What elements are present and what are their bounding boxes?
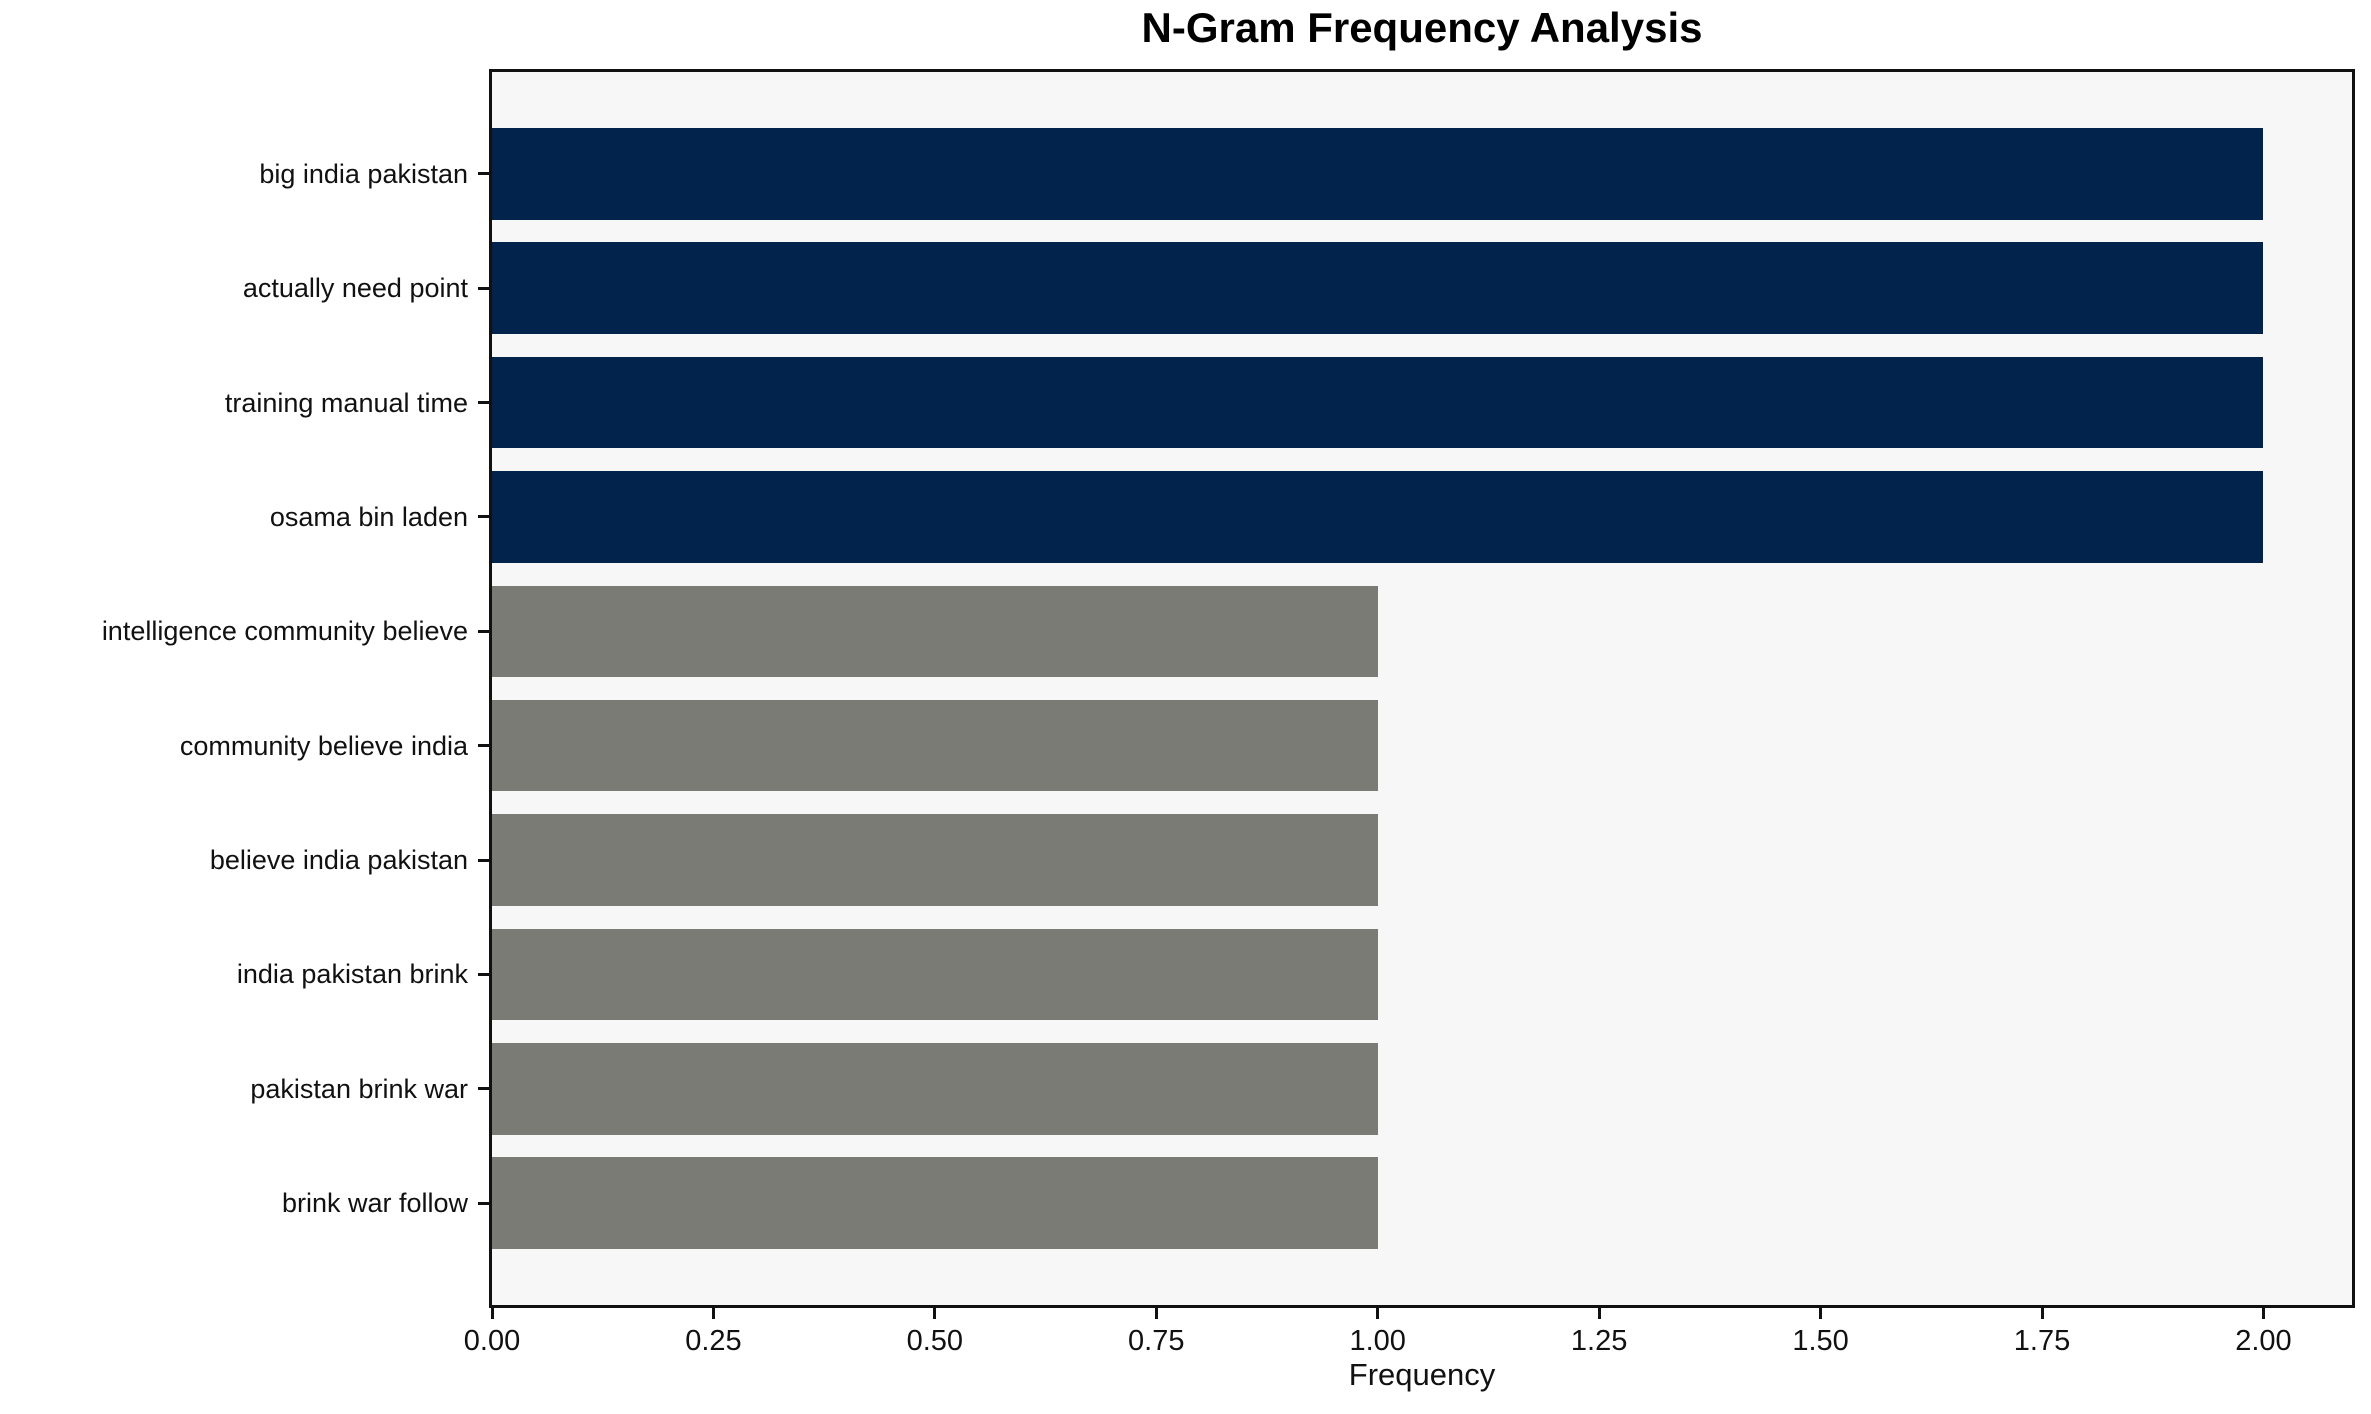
x-tick xyxy=(2261,1308,2265,1319)
x-tick xyxy=(2040,1308,2044,1319)
bar xyxy=(492,699,1378,792)
bar xyxy=(492,928,1378,1021)
x-tick xyxy=(1376,1308,1380,1319)
x-tick-label: 0.50 xyxy=(906,1325,964,1357)
x-tick-label: 2.00 xyxy=(2235,1325,2292,1357)
y-axis-label: training manual time xyxy=(224,387,468,418)
bar xyxy=(492,1157,1378,1249)
x-axis-title: Frequency xyxy=(1348,1357,1496,1392)
y-tick xyxy=(478,858,489,862)
y-axis-label: intelligence community believe xyxy=(101,616,468,647)
x-tick-label: 1.75 xyxy=(2013,1325,2071,1357)
y-tick xyxy=(478,744,489,748)
y-axis-label: pakistan brink war xyxy=(250,1073,468,1104)
y-axis-label: india pakistan brink xyxy=(236,959,468,990)
y-tick xyxy=(478,172,489,176)
x-tick-label: 0.00 xyxy=(463,1325,521,1357)
x-tick xyxy=(1597,1308,1601,1319)
x-tick-label: 1.00 xyxy=(1349,1325,1406,1357)
plot-area xyxy=(489,69,2355,1308)
y-axis-label: brink war follow xyxy=(281,1188,468,1219)
y-axis-label: community believe india xyxy=(179,730,468,761)
x-tick-label: 0.25 xyxy=(685,1325,742,1357)
x-tick-label: 1.50 xyxy=(1792,1325,1849,1357)
y-axis-label: believe india pakistan xyxy=(209,845,468,876)
y-tick xyxy=(478,1087,489,1091)
y-axis-label: big india pakistan xyxy=(259,158,468,189)
bar xyxy=(492,128,2264,220)
y-tick xyxy=(478,972,489,976)
chart-title: N-Gram Frequency Analysis xyxy=(1141,4,1703,51)
x-tick-label: 1.25 xyxy=(1570,1325,1628,1357)
bar xyxy=(492,356,2264,449)
bar xyxy=(492,585,1378,678)
y-axis-label: actually need point xyxy=(242,273,468,304)
bar xyxy=(492,471,2264,563)
y-tick xyxy=(478,629,489,633)
x-tick-label: 0.75 xyxy=(1128,1325,1185,1357)
x-tick xyxy=(711,1308,715,1319)
bar xyxy=(492,242,2264,334)
bar xyxy=(492,814,1378,906)
x-tick xyxy=(933,1308,937,1319)
x-tick xyxy=(490,1308,494,1319)
x-tick xyxy=(1154,1308,1158,1319)
y-tick xyxy=(478,286,489,290)
y-tick xyxy=(478,515,489,519)
y-tick xyxy=(478,1201,489,1205)
bar xyxy=(492,1043,1378,1135)
x-tick xyxy=(1819,1308,1823,1319)
y-axis-label: osama bin laden xyxy=(269,501,468,532)
y-tick xyxy=(478,401,489,405)
